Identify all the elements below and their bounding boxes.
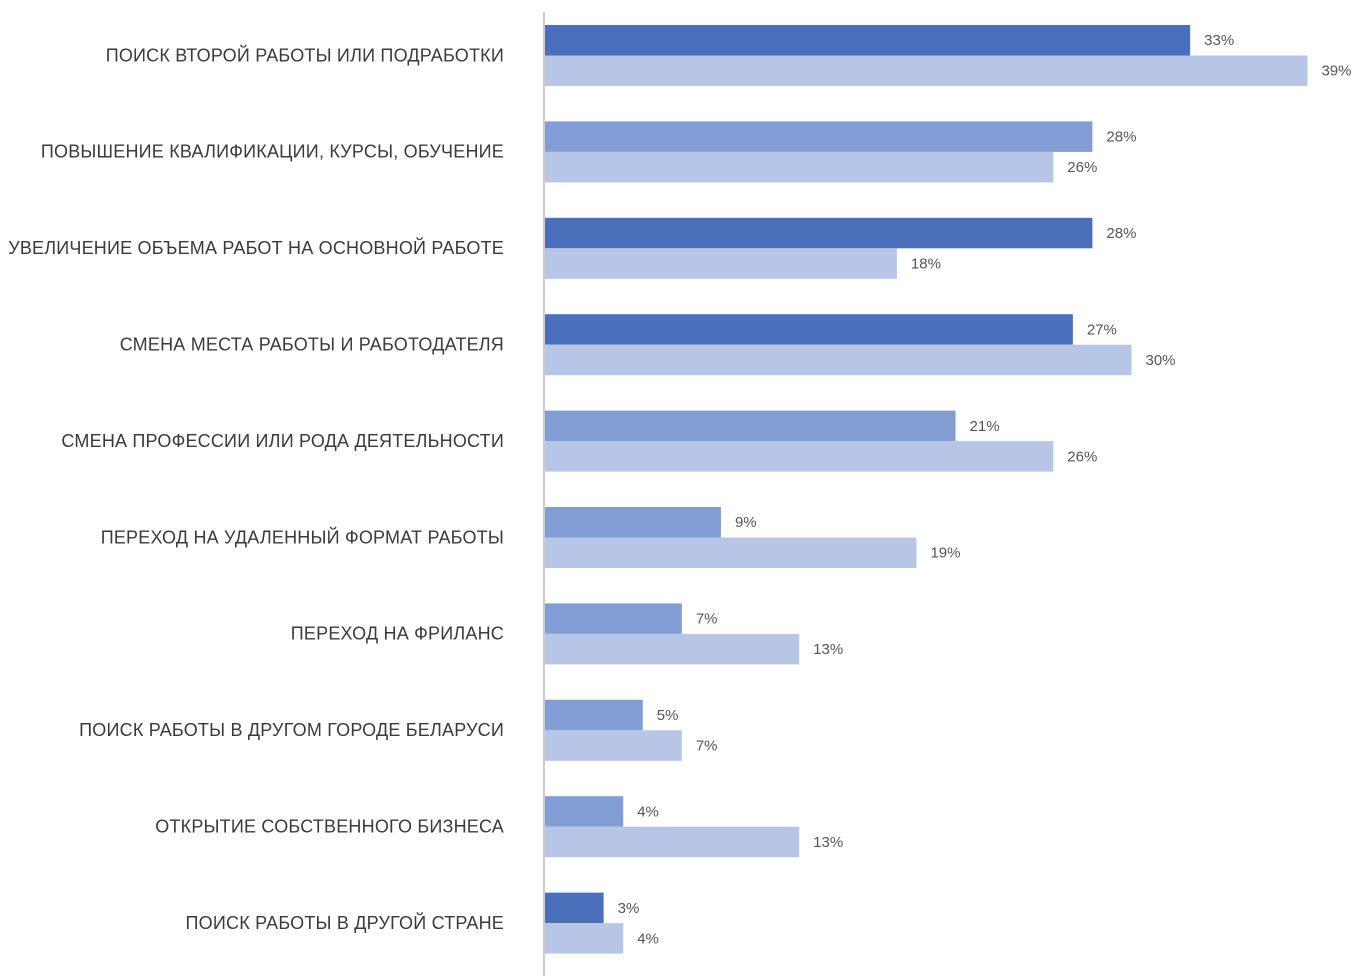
value-label-series-1: 9% <box>735 514 757 531</box>
value-label-series-1: 21% <box>970 418 1000 435</box>
value-label-series-2: 18% <box>911 256 941 273</box>
bar-series-2 <box>545 248 897 279</box>
value-label-series-1: 4% <box>637 803 659 820</box>
bar-series-2 <box>545 633 800 665</box>
bar-series-1 <box>545 217 1093 249</box>
bar-series-1 <box>545 796 624 827</box>
value-label-series-2: 26% <box>1067 159 1097 176</box>
category-label: ПОИСК РАБОТЫ В ДРУГОМ ГОРОДЕ БЕЛАРУСИ <box>79 720 504 740</box>
bar-series-2 <box>545 55 1308 86</box>
category-label: УВЕЛИЧЕНИЕ ОБЪЕМА РАБОТ НА ОСНОВНОЙ РАБО… <box>8 237 504 258</box>
value-label-series-1: 27% <box>1087 321 1117 338</box>
bar-series-2 <box>545 441 1054 472</box>
bar-series-1 <box>545 507 721 538</box>
bar-series-2 <box>545 344 1132 376</box>
bar-series-2 <box>545 826 800 858</box>
category-label: СМЕНА ПРОФЕССИИ ИЛИ РОДА ДЕЯТЕЛЬНОСТИ <box>61 431 504 451</box>
category-label: ПОВЫШЕНИЕ КВАЛИФИКАЦИИ, КУРСЫ, ОБУЧЕНИЕ <box>41 142 504 162</box>
category-label: ПОИСК РАБОТЫ В ДРУГОЙ СТРАНЕ <box>186 912 504 933</box>
value-label-series-1: 5% <box>657 707 679 724</box>
value-label-series-2: 30% <box>1146 352 1176 369</box>
value-label-series-1: 3% <box>618 900 640 917</box>
value-label-series-2: 39% <box>1321 63 1351 80</box>
category-label: ПЕРЕХОД НА УДАЛЕННЫЙ ФОРМАТ РАБОТЫ <box>101 526 504 547</box>
bar-series-1 <box>545 314 1073 345</box>
bar-series-2 <box>545 537 917 568</box>
category-label: ПОИСК ВТОРОЙ РАБОТЫ ИЛИ ПОДРАБОТКИ <box>106 44 504 65</box>
value-labels: 33% 39% 28% 26% 28% 18% 27% 30% 21% 26% 9% 19% 7% 13%… <box>618 32 1352 947</box>
category-labels: ПОИСК ВТОРОЙ РАБОТЫ ИЛИ ПОДРАБОТКИ ПОВЫШЕ… <box>8 44 504 933</box>
category-label: ПЕРЕХОД НА ФРИЛАНС <box>291 624 504 644</box>
category-label: СМЕНА МЕСТА РАБОТЫ И РАБОТОДАТЕЛЯ <box>120 334 504 354</box>
bar-series-2 <box>545 923 624 954</box>
bar-series-1 <box>545 25 1191 56</box>
value-label-series-2: 13% <box>813 641 843 658</box>
value-label-series-2: 4% <box>637 930 659 947</box>
value-label-series-1: 33% <box>1204 32 1234 49</box>
bar-series-1 <box>545 699 643 731</box>
value-label-series-1: 28% <box>1106 129 1136 146</box>
value-label-series-1: 7% <box>696 611 718 628</box>
bar-series-1 <box>545 603 682 634</box>
category-label: ОТКРЫТИЕ СОБСТВЕННОГО БИЗНЕСА <box>155 816 504 836</box>
bar-series-2 <box>545 730 682 761</box>
bar-series-1 <box>545 410 956 442</box>
bars <box>545 25 1308 954</box>
value-label-series-2: 26% <box>1067 448 1097 465</box>
value-label-series-2: 7% <box>696 738 718 755</box>
value-label-series-1: 28% <box>1106 225 1136 242</box>
value-label-series-2: 13% <box>813 834 843 851</box>
bar-series-1 <box>545 121 1093 152</box>
bar-series-2 <box>545 151 1054 183</box>
value-label-series-2: 19% <box>930 545 960 562</box>
bar-series-1 <box>545 892 604 924</box>
